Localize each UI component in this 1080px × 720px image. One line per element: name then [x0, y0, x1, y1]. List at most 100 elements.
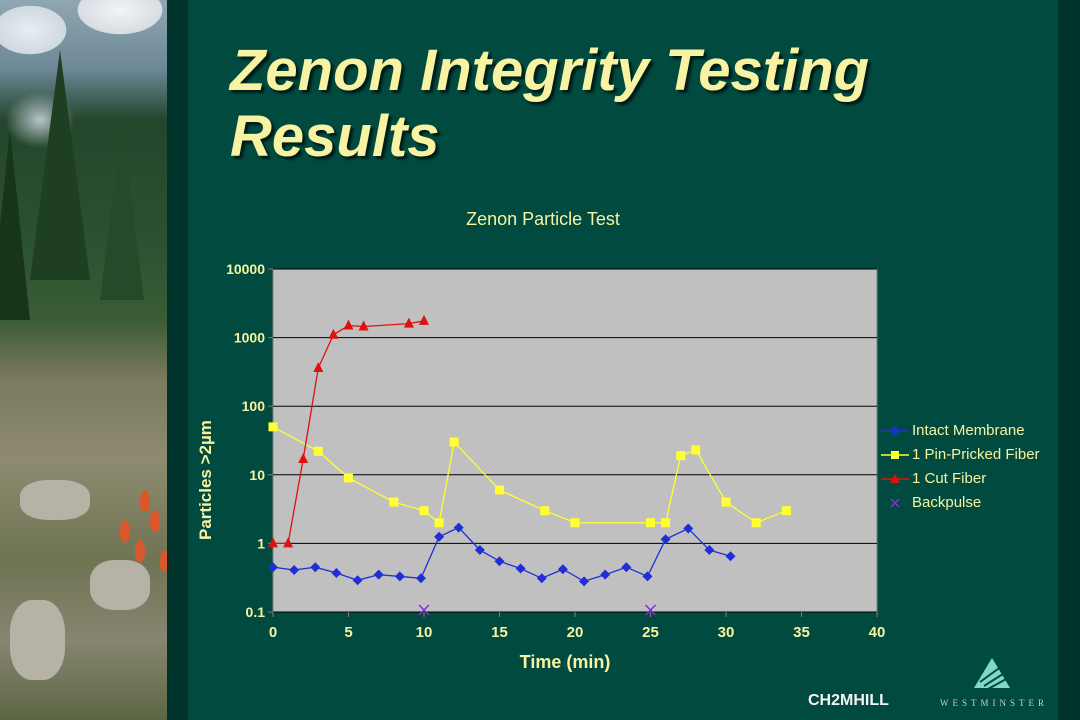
- y-axis-label-wrap: Particles >2µm: [196, 300, 220, 540]
- data-point-diamond: [415, 573, 426, 584]
- data-point-triangle: [343, 319, 354, 330]
- data-point-square: [721, 497, 731, 507]
- data-point-diamond: [289, 564, 300, 575]
- data-point-diamond: [557, 564, 568, 575]
- data-point-diamond: [394, 571, 405, 582]
- y-tick-labels: 0.1 1 10 100 1000 10000: [226, 261, 265, 620]
- data-point-square: [419, 506, 429, 516]
- rock-shape: [10, 600, 65, 680]
- slide-title: Zenon Integrity Testing Results: [230, 38, 1030, 170]
- x-axis-label: Time (min): [519, 652, 611, 672]
- data-point-square: [313, 446, 323, 456]
- data-point-diamond: [474, 545, 485, 556]
- nature-photo: [0, 0, 170, 720]
- x-tick-label: 15: [491, 624, 508, 641]
- flower-shape: [150, 510, 160, 532]
- tree-shape: [30, 50, 90, 280]
- data-point-diamond: [660, 534, 671, 545]
- left-divider: [167, 0, 188, 720]
- rock-shape: [20, 480, 90, 520]
- westminster-logo-icon: [974, 658, 1010, 690]
- x-tick-label: 25: [642, 624, 659, 641]
- x-tick-label: 0: [269, 624, 277, 641]
- data-point-triangle: [283, 537, 294, 548]
- x-tick-label: 20: [567, 624, 584, 641]
- data-point-triangle: [328, 328, 339, 339]
- tree-shape: [0, 130, 30, 320]
- legend-marker-triangle-icon: [881, 474, 909, 483]
- y-tick-label: 100: [242, 398, 266, 414]
- legend-label: Backpulse: [912, 494, 982, 511]
- data-point-square: [344, 473, 353, 483]
- data-point-triangle: [403, 317, 414, 328]
- legend-item-pin-pricked: 1 Pin-Pricked Fiber: [880, 444, 1040, 468]
- legend-item-intact: Intact Membrane: [880, 420, 1040, 444]
- data-point-square: [389, 497, 399, 507]
- data-point-diamond: [536, 573, 547, 584]
- flower-shape: [160, 550, 170, 572]
- legend-item-cut-fiber: 1 Cut Fiber: [880, 468, 1040, 492]
- rock-shape: [90, 560, 150, 610]
- data-point-square: [268, 422, 278, 432]
- data-point-square: [570, 518, 580, 528]
- data-point-square: [781, 506, 791, 516]
- data-point-diamond: [373, 569, 384, 580]
- data-point-x: [644, 604, 657, 616]
- y-tick-label: 10: [249, 467, 265, 483]
- plot-area: [272, 268, 878, 613]
- data-point-diamond: [642, 571, 653, 582]
- y-axis-label: Particles >2µm: [196, 420, 215, 540]
- data-point-diamond: [268, 562, 278, 573]
- data-point-square: [691, 445, 701, 455]
- slide-title-line1: Zenon Integrity Testing: [230, 38, 870, 103]
- data-point-diamond: [579, 576, 590, 587]
- x-tick-label: 30: [718, 624, 735, 641]
- y-tick-label: 0.1: [246, 604, 266, 620]
- data-point-diamond: [310, 562, 321, 573]
- x-tick-label: 40: [869, 624, 886, 641]
- data-point-triangle: [268, 537, 278, 548]
- data-point-diamond: [600, 569, 611, 580]
- series-group: [268, 314, 791, 616]
- data-point-diamond: [515, 563, 526, 574]
- data-point-diamond: [683, 523, 694, 534]
- y-tick-label: 10000: [226, 261, 265, 277]
- y-tick-label: 1000: [234, 330, 265, 346]
- data-point-square: [495, 485, 504, 495]
- legend-label: Intact Membrane: [912, 422, 1025, 439]
- x-tick-label: 10: [416, 624, 433, 641]
- data-point-diamond: [494, 556, 505, 567]
- data-point-square: [661, 518, 671, 528]
- x-tick-label: 5: [344, 624, 352, 641]
- data-point-square: [449, 437, 459, 447]
- legend-marker-diamond-icon: [881, 426, 909, 436]
- legend-marker-x-icon: [890, 498, 900, 508]
- flower-shape: [120, 520, 130, 542]
- flower-shape: [135, 540, 145, 562]
- chart-title: Zenon Particle Test: [466, 209, 620, 229]
- legend: Intact Membrane 1 Pin-Pricked Fiber 1 Cu…: [880, 420, 1040, 516]
- tree-shape: [100, 120, 144, 300]
- data-point-triangle: [298, 452, 309, 463]
- data-point-diamond: [434, 531, 445, 542]
- westminster-logo-text: WESTMINSTER: [940, 698, 1048, 708]
- y-tick-label: 1: [257, 535, 265, 551]
- flower-shape: [140, 490, 150, 512]
- x-tick-labels: 0 5 10 15 20 25 30 35 40: [269, 624, 886, 641]
- data-point-square: [646, 518, 655, 528]
- data-point-square: [676, 451, 686, 461]
- data-point-square: [751, 518, 761, 528]
- x-tick-label: 35: [793, 624, 810, 641]
- data-point-triangle: [313, 362, 324, 373]
- legend-marker-square-icon: [881, 451, 909, 459]
- gridlines: [268, 268, 878, 617]
- right-border: [1058, 0, 1080, 720]
- data-point-diamond: [331, 568, 342, 579]
- data-point-triangle: [358, 320, 369, 331]
- data-point-square: [540, 506, 550, 516]
- data-point-diamond: [453, 522, 464, 533]
- slide-title-line2: Results: [230, 104, 440, 169]
- data-point-x: [418, 604, 430, 616]
- legend-label: 1 Cut Fiber: [912, 470, 987, 487]
